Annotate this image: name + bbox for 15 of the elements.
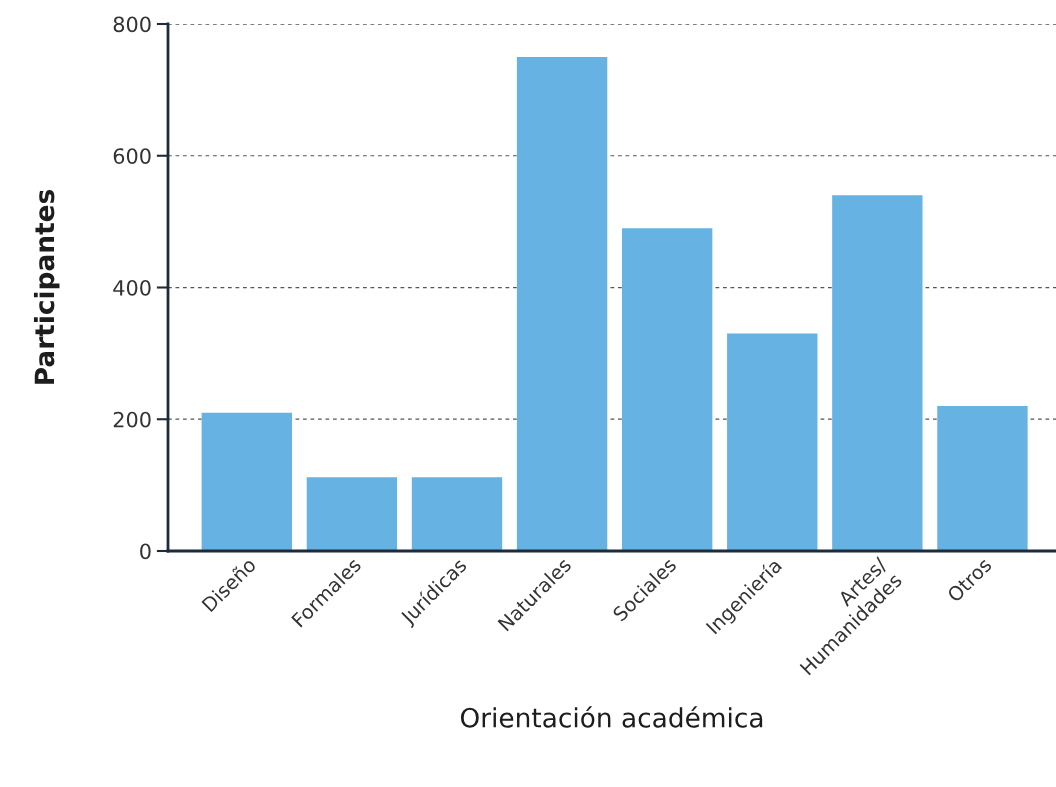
y-tick-label: 0 xyxy=(140,543,151,560)
bar xyxy=(201,412,292,551)
x-axis-title: Orientación académica xyxy=(460,706,763,728)
y-tick-label: 400 xyxy=(113,279,151,296)
y-axis-title: Participantes xyxy=(33,189,60,384)
bar xyxy=(621,228,713,551)
y-tick-label: 800 xyxy=(113,16,151,33)
bar xyxy=(306,477,398,551)
bar xyxy=(937,406,1028,551)
y-tick-label: 600 xyxy=(113,148,151,164)
bar xyxy=(727,333,818,551)
y-tick-label: 200 xyxy=(113,411,151,428)
bar xyxy=(832,195,923,551)
bar xyxy=(516,56,608,551)
bar xyxy=(411,477,503,551)
